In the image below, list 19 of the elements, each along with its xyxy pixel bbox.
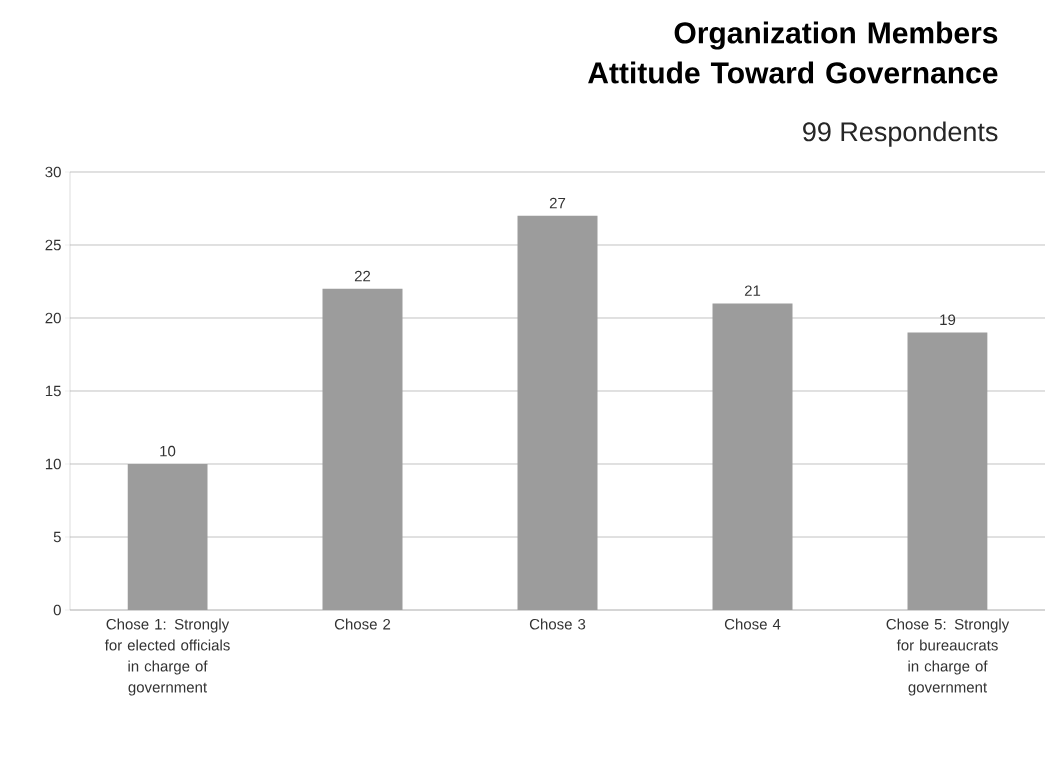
chart-title: Organization Members Attitude Toward Governance (588, 21, 998, 84)
y-tick-label: 30 (45, 166, 61, 178)
data-label: 21 (744, 285, 761, 296)
data-label: 22 (354, 270, 371, 282)
x-tick-label: Chose 3 (529, 618, 586, 630)
x-tick-label: Chose 5: Strongly for bureaucrats in charge of government (886, 618, 1010, 696)
x-tick-label: Chose 4 (724, 618, 781, 630)
data-label: 27 (549, 197, 566, 209)
y-tick-label: 5 (53, 531, 61, 543)
y-tick-label: 15 (45, 385, 61, 397)
data-label: 19 (940, 314, 956, 326)
chart-subtitle: 99 Respondents (803, 121, 998, 147)
x-tick-label: Chose 2 (334, 618, 391, 630)
y-tick-label: 0 (53, 604, 61, 616)
y-tick-label: 25 (45, 239, 61, 251)
y-tick-label: 10 (45, 458, 61, 470)
data-label: 10 (160, 445, 176, 457)
x-tick-label: Chose 1: Strongly for elected officials in charge of government (104, 618, 230, 696)
y-tick-label: 20 (45, 312, 61, 324)
